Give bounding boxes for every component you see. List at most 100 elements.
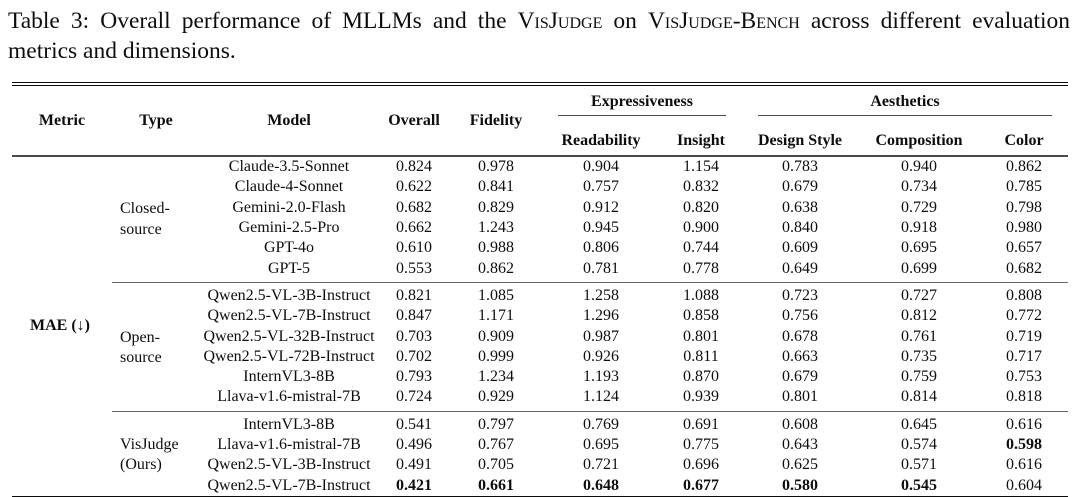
- expressiveness-group-label: Expressiveness: [558, 93, 726, 117]
- value-cell: 0.724: [396, 388, 432, 406]
- col-header-color: Color: [1004, 131, 1044, 149]
- col-header-fidelity: Fidelity: [469, 111, 523, 129]
- value-cell: 0.793: [396, 368, 432, 386]
- col-header-design-style: Design Style: [758, 131, 842, 149]
- table-row: GPT-4o 0.610 0.988 0.806 0.744 0.609 0.695 0.65…: [12, 238, 1068, 258]
- value-cell: 0.939: [683, 388, 719, 406]
- value-cell: 0.609: [782, 239, 818, 257]
- value-cell: 0.682: [396, 198, 432, 216]
- value-cell: 0.761: [901, 327, 937, 345]
- value-cell: 1.088: [660, 281, 742, 307]
- table-row: Llava-v1.6-mistral-7B 0.496 0.767 0.695 0.77…: [12, 435, 1068, 455]
- value-cell: 0.491: [396, 456, 432, 474]
- table-row: Qwen2.5-VL-32B-Instruct 0.703 0.909 0.987 0.…: [12, 327, 1068, 347]
- value-cell: 0.824: [396, 158, 432, 176]
- value-cell: 1.154: [683, 158, 719, 176]
- value-cell: 0.820: [683, 198, 719, 216]
- value-cell: 0.679: [782, 178, 818, 196]
- value-cell: 0.797: [450, 410, 542, 436]
- model-name: GPT-4o: [263, 239, 315, 257]
- value-cell: 0.638: [782, 198, 818, 216]
- value-cell: 0.696: [683, 456, 719, 474]
- value-cell: 0.759: [901, 368, 937, 386]
- value-cell: 0.661: [478, 476, 514, 494]
- col-header-overall: Overall: [388, 111, 440, 129]
- table-row: Llava-v1.6-mistral-7B 0.724 0.929 1.124 0.93…: [12, 387, 1068, 411]
- value-cell: 0.553: [396, 259, 432, 277]
- value-cell: 1.243: [478, 219, 514, 237]
- table-row: GPT-5 0.553 0.862 0.781 0.778 0.649 0.699 0.682: [12, 259, 1068, 283]
- value-cell: 0.769: [542, 410, 660, 436]
- value-cell: 0.808: [980, 281, 1069, 307]
- value-cell: 0.734: [901, 178, 937, 196]
- value-cell: 0.703: [396, 327, 432, 345]
- value-cell: 0.695: [583, 436, 619, 454]
- table-row: Claude-4-Sonnet 0.622 0.841 0.757 0.832 0.679…: [12, 177, 1068, 197]
- value-cell: 0.541: [378, 410, 450, 436]
- aesthetics-group-label: Aesthetics: [758, 93, 1053, 117]
- value-cell: 0.645: [858, 410, 980, 436]
- model-name: Llava-v1.6-mistral-7B: [217, 388, 361, 406]
- value-cell: 1.124: [583, 388, 619, 406]
- value-cell: 0.785: [1006, 178, 1042, 196]
- value-cell: 0.940: [901, 158, 937, 176]
- type-label: Open- source: [112, 281, 200, 412]
- model-name: Qwen2.5-VL-7B-Instruct: [207, 307, 371, 325]
- model-name: Qwen2.5-VL-7B-Instruct: [207, 476, 371, 494]
- model-name: Qwen2.5-VL-3B-Instruct: [207, 456, 371, 474]
- table-caption: Table 3: Overall performance of MLLMs an…: [8, 6, 1070, 66]
- value-cell: 1.296: [583, 307, 619, 325]
- value-cell: 0.616: [980, 410, 1069, 436]
- value-cell: 0.682: [1006, 259, 1042, 277]
- table-row: MAE (↓) Closed- source Claude-3.5-Sonnet 0.…: [12, 156, 1068, 334]
- value-cell: 0.847: [396, 307, 432, 325]
- table-row: Open- source Qwen2.5-VL-3B-Instruct 0.821 1…: [12, 281, 1069, 412]
- value-cell: 0.840: [782, 219, 818, 237]
- table-row: InternVL3-8B 0.793 1.234 1.193 0.870 0.679 0.7…: [12, 367, 1068, 387]
- value-cell: 0.545: [901, 476, 937, 494]
- value-cell: 0.677: [683, 476, 719, 494]
- caption-bench-name: VisJudge-Bench: [647, 8, 800, 34]
- value-cell: 0.643: [782, 436, 818, 454]
- table-row: Qwen2.5-VL-72B-Instruct 0.702 0.999 0.926 0.…: [12, 347, 1068, 367]
- value-cell: 0.862: [478, 259, 514, 277]
- value-cell: 0.574: [901, 436, 937, 454]
- value-cell: 0.858: [683, 307, 719, 325]
- value-cell: 0.818: [1006, 388, 1042, 406]
- model-name: InternVL3-8B: [200, 410, 378, 436]
- value-cell: 0.783: [782, 158, 818, 176]
- col-header-metric: Metric: [38, 111, 86, 129]
- value-cell: 0.757: [583, 178, 619, 196]
- value-cell: 0.691: [660, 410, 742, 436]
- col-header-readability: Readability: [561, 131, 641, 149]
- model-name: Gemini-2.5-Pro: [238, 219, 340, 237]
- value-cell: 0.649: [782, 259, 818, 277]
- value-cell: 1.171: [478, 307, 514, 325]
- value-cell: 0.719: [1006, 327, 1042, 345]
- value-cell: 0.663: [782, 347, 818, 365]
- value-cell: 0.912: [583, 198, 619, 216]
- value-cell: 0.945: [583, 219, 619, 237]
- value-cell: 0.918: [901, 219, 937, 237]
- results-table: Metric Type Model Overall Fidelity Expre…: [12, 82, 1069, 497]
- value-cell: 0.812: [901, 307, 937, 325]
- value-cell: 0.841: [478, 178, 514, 196]
- value-cell: 1.258: [542, 281, 660, 307]
- col-header-expressiveness: Expressiveness: [542, 84, 742, 126]
- model-name: Claude-4-Sonnet: [234, 178, 344, 196]
- table-body: MAE (↓) Closed- source Claude-3.5-Sonnet 0.…: [12, 156, 1069, 497]
- value-cell: 0.767: [478, 436, 514, 454]
- value-cell: 0.604: [1006, 476, 1042, 494]
- model-name: Claude-3.5-Sonnet: [228, 158, 350, 176]
- value-cell: 0.814: [901, 388, 937, 406]
- value-cell: 0.756: [782, 307, 818, 325]
- value-cell: 0.900: [683, 219, 719, 237]
- value-cell: 0.909: [478, 327, 514, 345]
- value-cell: 0.980: [1006, 219, 1042, 237]
- model-name: Qwen2.5-VL-72B-Instruct: [203, 347, 375, 365]
- caption-text-middle: on: [602, 8, 648, 34]
- caption-text-suffix: across different evaluation metrics and …: [8, 8, 1070, 65]
- model-name: GPT-5: [267, 259, 311, 277]
- table-row: Qwen2.5-VL-7B-Instruct 0.421 0.661 0.648 0.6…: [12, 476, 1068, 497]
- model-name: Qwen2.5-VL-32B-Instruct: [203, 327, 375, 345]
